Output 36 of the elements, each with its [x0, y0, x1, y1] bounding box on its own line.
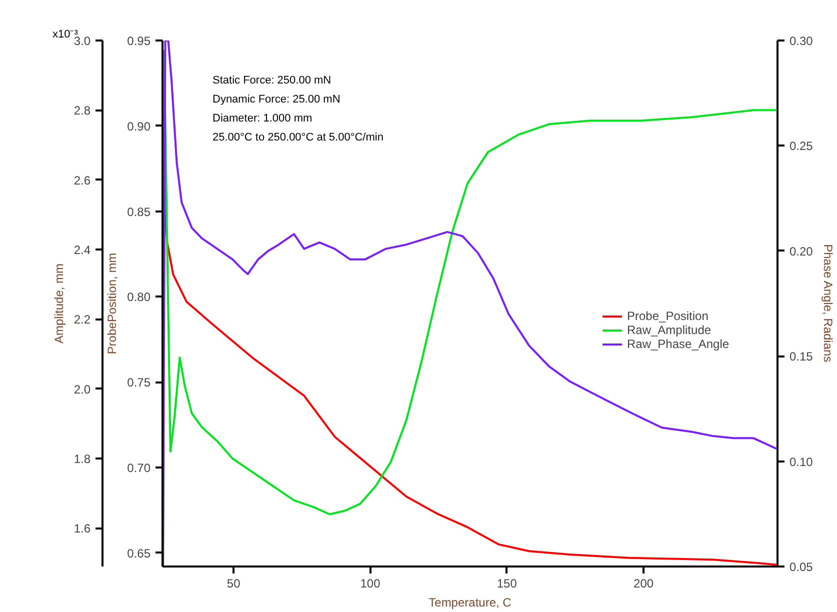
y2-tick-label: 2.2	[74, 312, 91, 327]
annotation: Dynamic Force: 25.00 mN	[212, 94, 340, 106]
y2-tick-label: 2.4	[74, 243, 91, 258]
annotation: Diameter: 1.000 mm	[212, 112, 312, 124]
x-axis-title: Temperature, C	[428, 596, 512, 610]
y2-tick-label: 1.8	[74, 452, 91, 466]
annotation: 25.00°C to 250.00°C at 5.00°C/min	[212, 132, 384, 144]
y2-tick-label: 1.6	[74, 522, 91, 536]
legend-label: Probe_Position	[627, 309, 708, 323]
y-axis-title: ProbePosition, mm	[105, 252, 120, 354]
legend-label: Raw_Amplitude	[627, 323, 712, 337]
y-tick-label: 0.75	[127, 376, 151, 390]
y2-tick-label: 3.0	[74, 34, 91, 48]
y-tick-label: 0.70	[127, 460, 151, 475]
legend-label: Raw_Phase_Angle	[627, 337, 730, 351]
y2-tick-label: 2.6	[74, 173, 91, 188]
x-tick-label: 100	[360, 576, 381, 590]
y-tick-label: 0.85	[127, 204, 151, 219]
y3-tick-label: 0.05	[790, 560, 814, 574]
y2-tick-label: 2.8	[74, 104, 91, 118]
y3-tick-label: 0.20	[790, 244, 814, 258]
y3-axis-title: Phase Angle, Radians	[820, 244, 835, 362]
y-tick-label: 0.90	[127, 119, 151, 134]
y-tick-label: 0.95	[127, 34, 151, 48]
y3-tick-label: 0.25	[790, 139, 814, 154]
annotation: Static Force: 250.00 mN	[212, 74, 332, 86]
y-tick-label: 0.65	[127, 546, 151, 560]
y3-tick-label: 0.10	[790, 454, 814, 469]
y-tick-label: 0.80	[127, 290, 151, 304]
x-tick-label: 200	[634, 576, 654, 590]
x-tick-label: 150	[496, 576, 518, 590]
y2-tick-label: 2.0	[74, 382, 91, 396]
y2-axis-title: Amplitude, mm	[52, 263, 66, 344]
y3-tick-label: 0.15	[790, 350, 814, 364]
y3-tick-label: 0.30	[790, 34, 814, 48]
x-tick-label: 50	[226, 576, 241, 590]
